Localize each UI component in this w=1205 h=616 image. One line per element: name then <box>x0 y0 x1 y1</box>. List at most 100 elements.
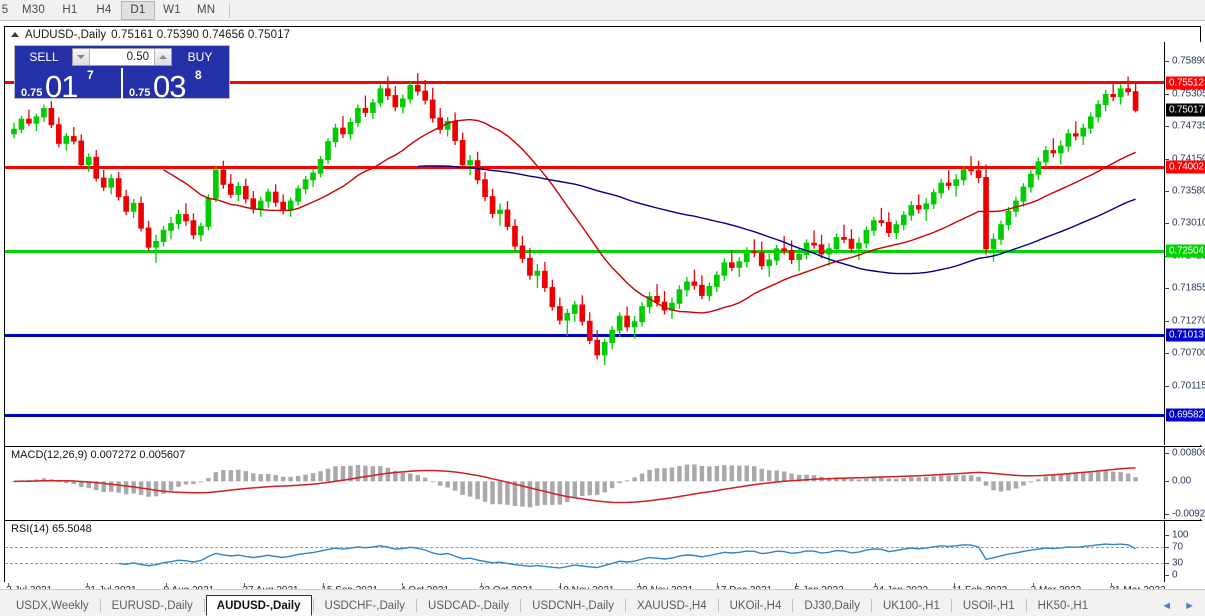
date-tick <box>953 583 955 586</box>
price-tick-label: 0.71270 <box>1172 315 1205 327</box>
sell-price-quote[interactable]: 0.75 01 7 <box>15 68 121 100</box>
rsi-plot-area[interactable] <box>5 521 1164 582</box>
tab-divider <box>520 599 522 612</box>
horizontal-level-line[interactable] <box>5 165 1164 169</box>
macd-tick-label: -0.00928 <box>1172 508 1205 520</box>
date-tick <box>165 583 167 586</box>
price-scale[interactable]: 0.75890 0.75305 0.74735 0.74150 0.73580 0.730… <box>1164 42 1205 445</box>
chart-window: AUDUSD-,Daily 0.75161 0.75390 0.74656 0.… <box>4 26 1205 582</box>
rsi-tick <box>1165 547 1169 548</box>
tab-divider <box>870 599 872 612</box>
horizontal-level-line[interactable] <box>5 81 1164 85</box>
rsi-tick-label: 0 <box>1172 569 1178 581</box>
tab-divider <box>792 599 794 612</box>
trade-panel-controls: SELL 0.50 BUY <box>15 46 229 68</box>
timeframe-button-5[interactable]: 5 <box>1 4 9 16</box>
buy-price-quote[interactable]: 0.75 03 8 <box>121 68 229 100</box>
volume-decrement-button[interactable] <box>73 49 90 65</box>
rsi-tick <box>1165 535 1169 536</box>
rsi-tick-label: 70 <box>1172 541 1183 553</box>
chart-tab-ukoil-h4[interactable]: UKOil-,H4 <box>729 599 782 612</box>
volume-input[interactable]: 0.50 <box>126 51 149 63</box>
price-tick-label: 0.75305 <box>1172 88 1205 100</box>
chart-tab-usdx-weekly[interactable]: USDX,Weekly <box>16 599 89 612</box>
timeframe-button-m30[interactable]: M30 <box>22 4 45 16</box>
timeframe-button-d1[interactable]: D1 <box>120 0 155 20</box>
price-badge-support[interactable]: 0.69582 <box>1166 408 1205 422</box>
price-badge-last-price[interactable]: 0.75017 <box>1166 103 1205 117</box>
price-tick-label: 0.73580 <box>1172 185 1205 197</box>
rsi-pane: RSI(14) 65.5048 100 70 30 0 <box>5 520 1202 582</box>
chart-tab-eurusd-daily[interactable]: EURUSD-,Daily <box>111 599 193 612</box>
chart-tab-usdcnh-daily[interactable]: USDCNH-,Daily <box>532 599 614 612</box>
price-tick <box>1165 191 1169 193</box>
date-tick <box>244 583 246 586</box>
price-badge-support[interactable]: 0.72504 <box>1166 244 1205 258</box>
price-badge-support[interactable]: 0.71013 <box>1166 328 1205 342</box>
tab-divider <box>203 599 205 612</box>
moving-average-line <box>417 165 1136 275</box>
sell-price-main: 01 <box>45 69 78 100</box>
tab-divider <box>624 599 626 612</box>
tab-next-button[interactable]: ► <box>1184 600 1195 612</box>
date-tick <box>1032 583 1034 586</box>
tab-prev-button[interactable]: ◄ <box>1161 600 1173 612</box>
price-tick-label: 0.71855 <box>1172 282 1205 294</box>
candlestick-series <box>11 73 1139 366</box>
sell-button[interactable]: SELL <box>18 48 70 66</box>
price-tick <box>1165 159 1169 161</box>
price-tick <box>1165 61 1169 63</box>
tab-nav-controls: ◄ ► <box>1161 600 1205 616</box>
macd-tick <box>1165 453 1169 454</box>
rsi-scale: 100 70 30 0 <box>1164 521 1202 582</box>
buy-price-fraction: 8 <box>195 68 202 82</box>
price-tick-label: 0.75890 <box>1172 55 1205 67</box>
timeframe-button-h4[interactable]: H4 <box>96 4 112 16</box>
timeframe-toolbar: 5 M30 H1 H4 D1 W1 MN <box>0 0 1205 21</box>
rsi-tick-label: 30 <box>1172 557 1183 569</box>
rsi-tick <box>1165 563 1169 564</box>
timeframe-button-w1[interactable]: W1 <box>163 4 181 16</box>
volume-stepper[interactable]: 0.50 <box>72 48 172 66</box>
ohlc-values: 0.75161 0.75390 0.74656 0.75017 <box>111 28 291 41</box>
price-tick-label: 0.74735 <box>1172 120 1205 132</box>
tab-divider <box>950 599 952 612</box>
price-tick-label: 0.70700 <box>1172 347 1205 359</box>
price-badge-resistance[interactable]: 0.74002 <box>1166 160 1205 174</box>
price-badge-resistance[interactable]: 0.75512 <box>1166 76 1205 90</box>
tab-divider <box>717 599 719 612</box>
price-pane: 0.75890 0.75305 0.74735 0.74150 0.73580 0.730… <box>5 42 1205 445</box>
macd-pane: MACD(12,26,9) 0.007272 0.005607 0.008061… <box>5 446 1205 520</box>
buy-button[interactable]: BUY <box>174 48 226 66</box>
price-plot-area[interactable] <box>5 42 1164 445</box>
collapse-triangle-icon[interactable] <box>11 32 19 37</box>
chart-tab-audusd-daily[interactable]: AUDUSD-,Daily <box>205 595 312 616</box>
horizontal-level-line[interactable] <box>5 249 1164 253</box>
toolbar-divider <box>229 2 231 18</box>
timeframe-button-mn[interactable]: MN <box>196 4 216 16</box>
macd-signal-line <box>13 467 1136 504</box>
chart-tab-usdcad-daily[interactable]: USDCAD-,Daily <box>428 599 510 612</box>
date-tick <box>480 583 482 586</box>
date-tick <box>86 583 88 586</box>
tab-divider <box>1025 599 1027 612</box>
chart-tab-xauusd-h4[interactable]: XAUUSD-,H4 <box>636 599 707 612</box>
horizontal-level-line[interactable] <box>5 413 1164 417</box>
price-tick <box>1165 320 1169 322</box>
chart-tab-usdchf-daily[interactable]: USDCHF-,Daily <box>324 599 406 612</box>
symbol-label: AUDUSD-,Daily <box>25 28 107 41</box>
date-tick <box>8 583 9 586</box>
date-tick <box>796 583 798 586</box>
horizontal-level-line[interactable] <box>5 333 1164 337</box>
rsi-tick <box>1165 575 1169 576</box>
chart-tab-hk50-h1[interactable]: HK50-,H1 <box>1037 599 1089 612</box>
chart-tab-dj30-daily[interactable]: DJ30,Daily <box>804 599 860 612</box>
chart-tab-uk100-h1[interactable]: UK100-,H1 <box>882 599 940 612</box>
volume-increment-button[interactable] <box>154 49 171 65</box>
price-tick <box>1165 385 1169 387</box>
macd-plot-area[interactable] <box>5 447 1164 519</box>
chart-tab-usoil-h1[interactable]: USOil-,H1 <box>962 599 1015 612</box>
timeframe-button-h1[interactable]: H1 <box>62 4 78 16</box>
tab-divider <box>416 599 418 612</box>
